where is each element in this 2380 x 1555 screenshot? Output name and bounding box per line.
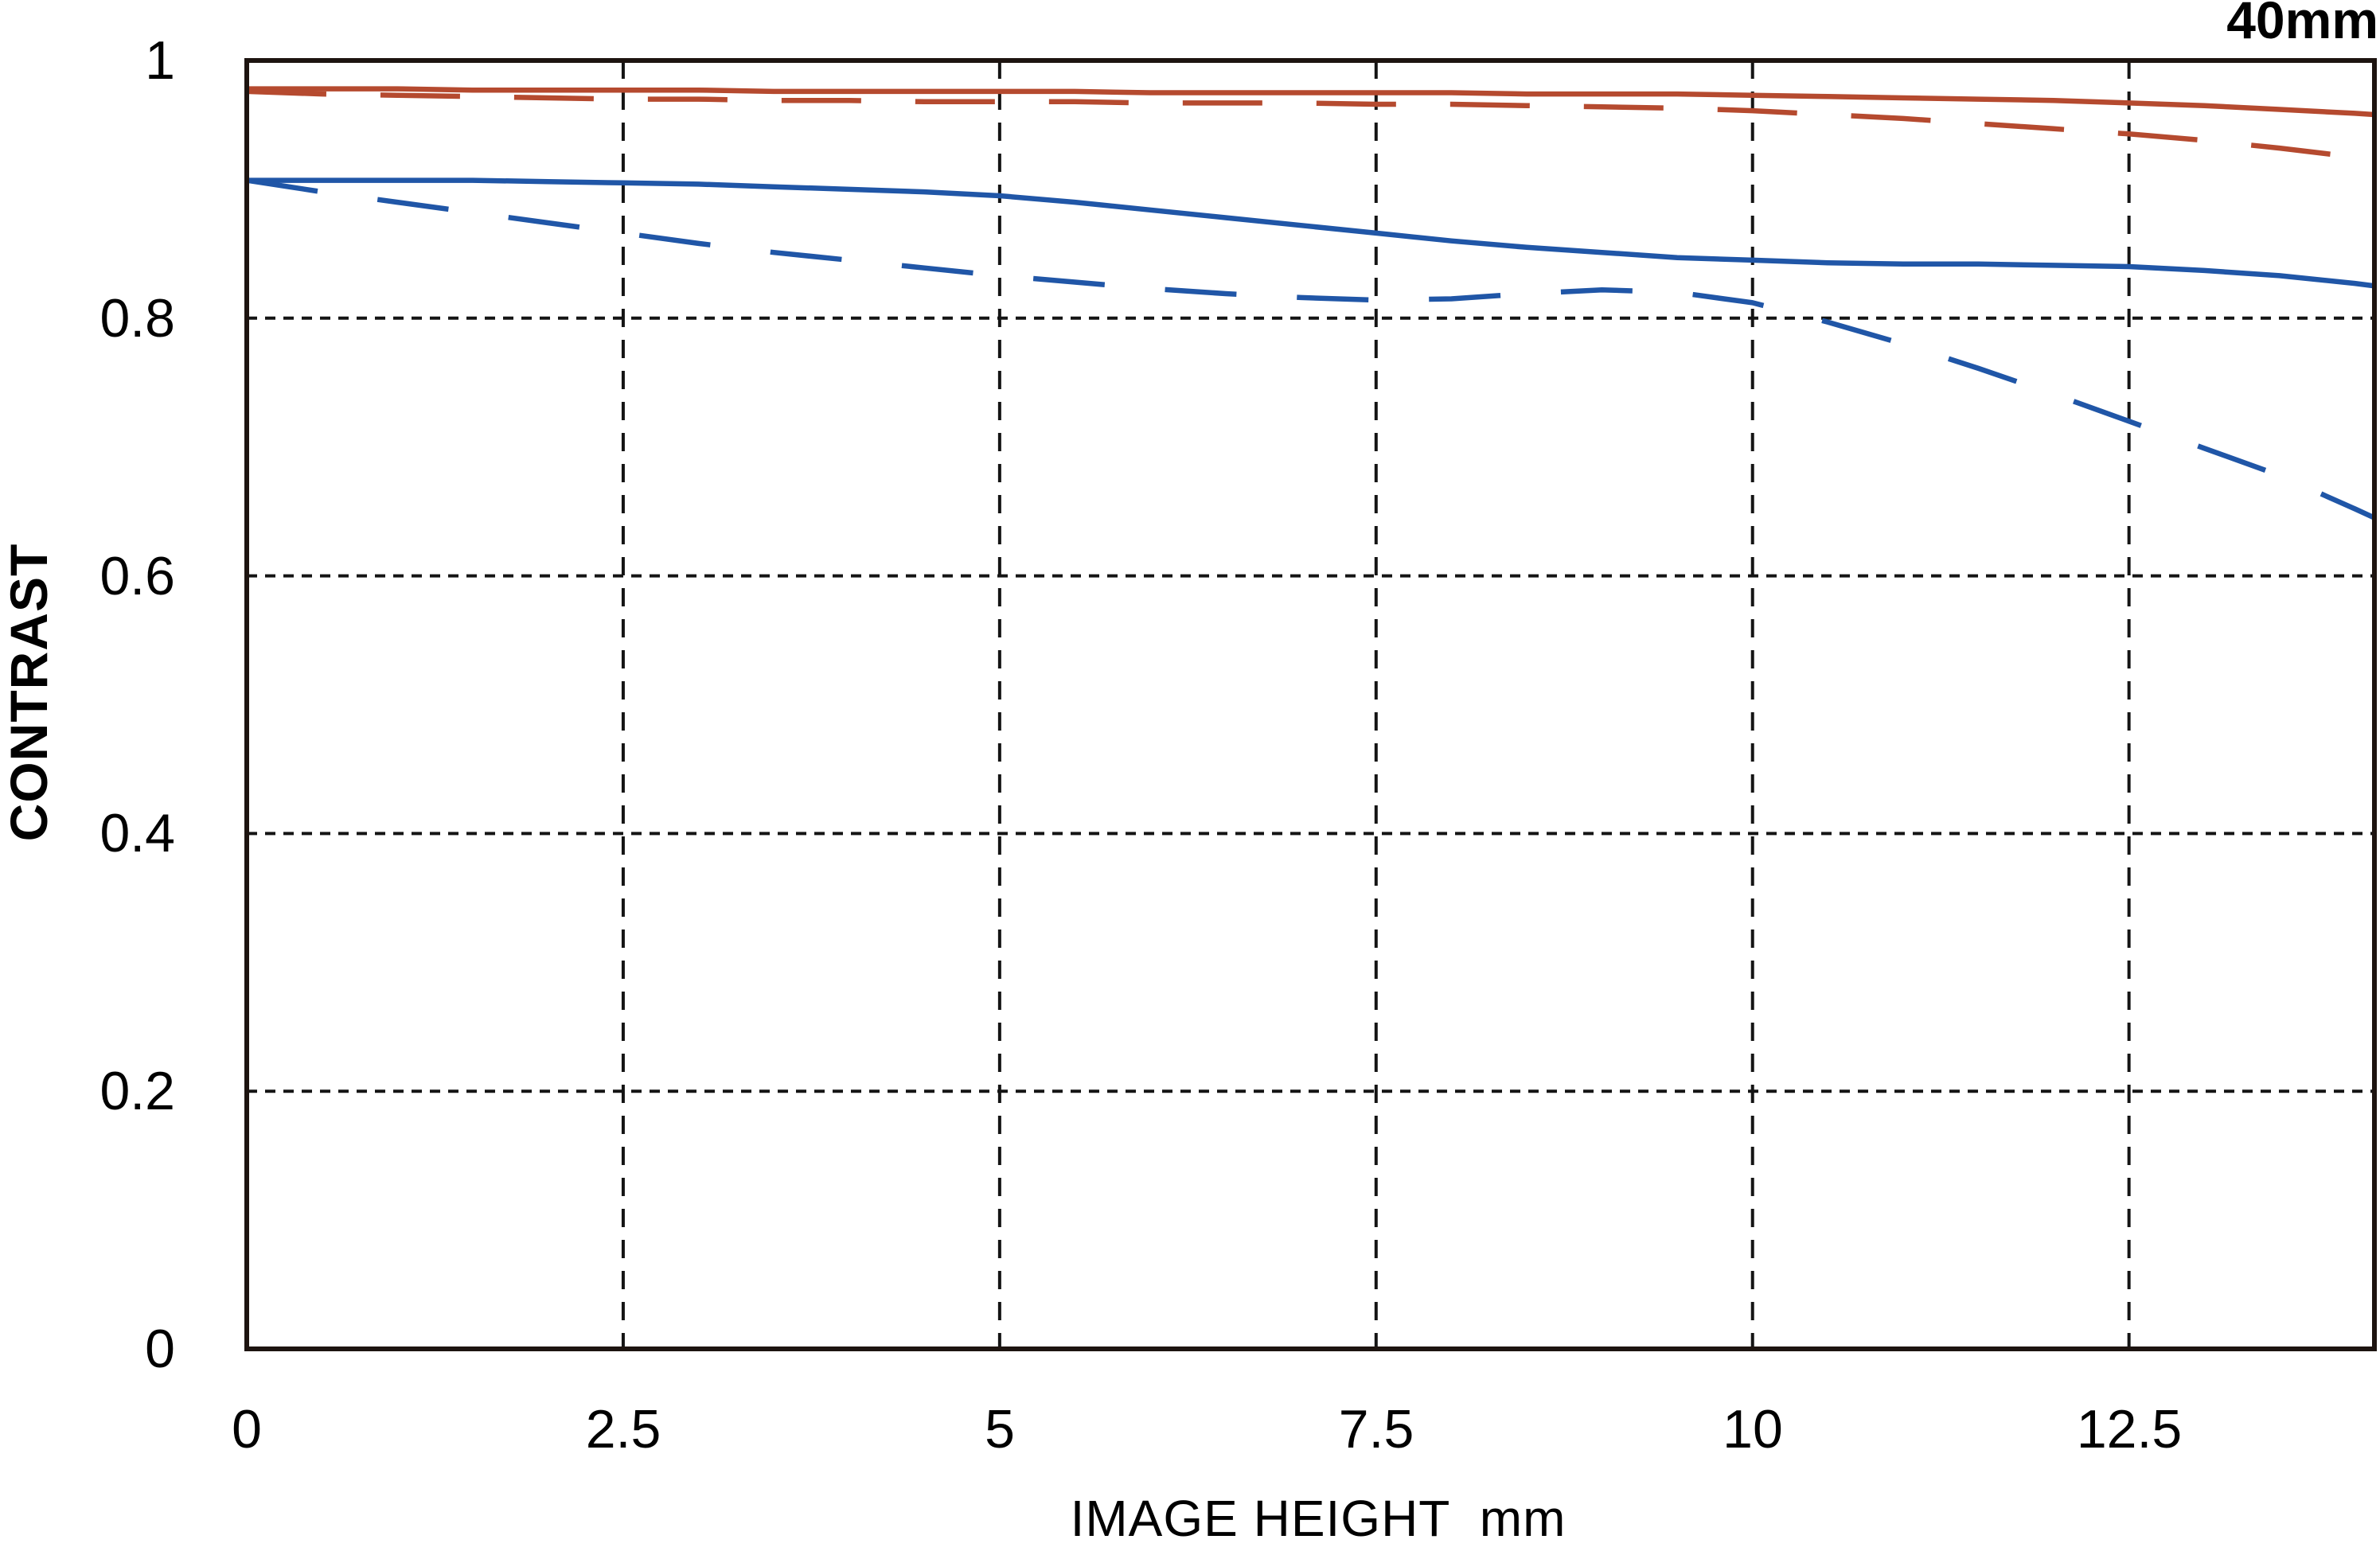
- x-tick-label-10: 10: [1723, 1399, 1783, 1460]
- mtf-curve-red-solid: [247, 86, 2374, 118]
- y-tick-label-1: 1: [145, 30, 175, 91]
- focal-length-label: 40mm: [2226, 0, 2378, 49]
- plot-border: [244, 58, 2377, 1351]
- mtf-curve-red-dashed: [247, 88, 2374, 162]
- y-axis-title: CONTRAST: [0, 543, 58, 842]
- y-tick-label-0.4: 0.4: [99, 803, 175, 863]
- mtf-curve-blue-dashed: [247, 177, 2374, 520]
- x-tick-label-7.5: 7.5: [1338, 1399, 1414, 1460]
- y-tick-label-0.2: 0.2: [99, 1061, 175, 1121]
- x-tick-label-2.5: 2.5: [585, 1399, 661, 1460]
- y-tick-label-0.8: 0.8: [99, 288, 175, 349]
- mtf-curve-blue-solid: [247, 177, 2374, 289]
- x-tick-label-0: 0: [232, 1399, 262, 1460]
- y-tick-label-0: 0: [145, 1319, 175, 1379]
- x-tick-label-5: 5: [985, 1399, 1015, 1460]
- mtf-curves: [247, 86, 2374, 520]
- x-tick-label-12.5: 12.5: [2076, 1399, 2183, 1460]
- x-axis-title: IMAGE HEIGHT mm: [1070, 1490, 1567, 1547]
- y-tick-label-0.6: 0.6: [99, 546, 175, 606]
